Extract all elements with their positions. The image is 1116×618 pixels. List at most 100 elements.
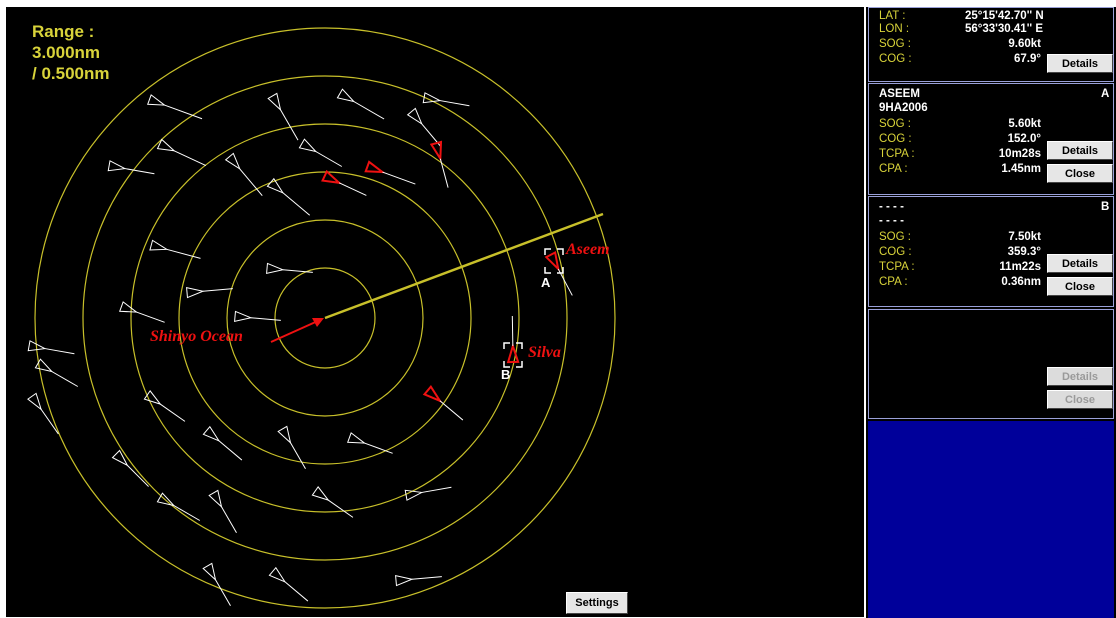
heading-line — [324, 212, 604, 320]
target-b-tcpa-value: 11m22s — [999, 261, 1041, 273]
ais-target-triangle — [347, 432, 367, 444]
target-a-sog-label: SOG : — [879, 118, 911, 130]
target-a-tcpa-label: TCPA : — [879, 148, 915, 160]
ais-target-icon[interactable] — [143, 390, 187, 426]
ais-target-vector — [44, 348, 75, 355]
range-label: Range : — [32, 22, 95, 41]
ais-target-vector — [282, 192, 311, 216]
ais-target-icon[interactable] — [208, 489, 241, 535]
ais-target-icon[interactable] — [119, 301, 167, 327]
target-b-callsign: - - - - — [879, 215, 904, 227]
range-value: 3.000nm — [32, 43, 101, 62]
own-ship-arrowhead — [312, 318, 324, 327]
range-ring-2 — [226, 219, 424, 417]
ais-target-triangle — [268, 566, 287, 583]
ais-target-icon[interactable] — [149, 239, 202, 263]
target-a-callsign: 9HA2006 — [879, 102, 928, 114]
target-a-info: ASEEM A 9HA2006 SOG : 5.60kt COG : 152.0… — [868, 83, 1114, 195]
ais-target-triangle — [506, 342, 520, 364]
ais-target-icon[interactable] — [27, 392, 63, 436]
ais-target-triangle — [34, 358, 54, 373]
target-a-close-button[interactable]: Close — [1047, 164, 1113, 183]
range-ring-1 — [274, 267, 376, 369]
ais-target-triangle — [429, 140, 443, 162]
ais-target-icon[interactable] — [34, 358, 80, 391]
target-a-letter: A — [541, 275, 551, 290]
target-a-name: ASEEM — [879, 88, 920, 100]
sog-label: SOG : — [879, 38, 911, 50]
ais-target-icon[interactable] — [268, 566, 311, 605]
ais-target-icon[interactable] — [156, 138, 208, 171]
empty-target-slot: Details Close — [868, 309, 1114, 419]
ais-target-icon[interactable] — [311, 486, 355, 522]
target-b-name-label: Silva — [528, 344, 561, 361]
ais-target-icon[interactable] — [156, 492, 202, 525]
ais-target-icon[interactable] — [202, 562, 235, 608]
ais-target-icon[interactable] — [544, 250, 576, 297]
ais-target-icon[interactable] — [147, 94, 204, 124]
target-a-cpa-label: CPA : — [879, 163, 908, 175]
empty-close-button: Close — [1047, 390, 1113, 409]
ais-target-vector — [328, 499, 354, 518]
ais-target-icon[interactable] — [267, 92, 302, 142]
ais-target-icon[interactable] — [429, 140, 453, 189]
ais-target-icon[interactable] — [107, 160, 155, 179]
info-side-panel: LAT : 25°15'42.70'' N LON : 56°33'30.41'… — [866, 7, 1116, 618]
ais-target-vector — [173, 150, 207, 167]
ais-target-icon[interactable] — [395, 572, 443, 587]
ais-target-icon[interactable] — [422, 384, 466, 424]
target-a-details-button[interactable]: Details — [1047, 141, 1113, 160]
ais-target-triangle — [143, 390, 162, 406]
ais-target-vector — [282, 269, 313, 273]
ais-target-triangle — [119, 301, 139, 313]
range-rings — [34, 27, 616, 609]
ais-target-icon[interactable] — [298, 138, 344, 171]
own-ship-details-button[interactable]: Details — [1047, 54, 1113, 73]
settings-button[interactable]: Settings — [566, 592, 628, 614]
ais-target-icon[interactable] — [234, 310, 282, 325]
ais-target-vector — [164, 104, 203, 120]
ais-target-icon[interactable] — [347, 432, 395, 458]
ais-target-icon[interactable] — [111, 449, 153, 491]
target-b-close-button[interactable]: Close — [1047, 277, 1113, 296]
target-b-sog-value: 7.50kt — [1008, 231, 1041, 243]
ais-target-icon[interactable] — [266, 177, 312, 219]
ais-target-vector — [202, 288, 233, 292]
ais-target-icon[interactable] — [186, 284, 234, 299]
ais-target-vector — [511, 315, 514, 347]
ais-target-triangle — [156, 138, 176, 152]
ais-target-vector — [218, 440, 243, 461]
ais-target-icon[interactable] — [277, 425, 310, 471]
radar-display[interactable]: Range : 3.000nm / 0.500nm Shinyo Ocean A… — [6, 7, 864, 617]
ais-target-triangle — [234, 310, 253, 323]
ais-target-icon[interactable] — [224, 152, 266, 198]
ais-target-icon[interactable] — [27, 340, 75, 359]
ais-target-icon[interactable] — [336, 88, 386, 123]
ais-target-icon[interactable] — [406, 107, 445, 150]
ais-target-triangle — [149, 239, 169, 251]
ais-target-vector — [239, 168, 263, 197]
range-ring-4 — [130, 123, 520, 513]
ais-target-icon[interactable] — [266, 262, 314, 277]
target-b-name: - - - - — [879, 201, 904, 213]
ais-target-icon[interactable] — [321, 169, 369, 201]
ais-target-icon[interactable] — [404, 482, 452, 501]
target-b-tcpa-label: TCPA : — [879, 261, 915, 273]
ais-target-icon[interactable] — [364, 160, 417, 189]
ais-target-vector — [353, 101, 385, 120]
target-b-cpa-label: CPA : — [879, 276, 908, 288]
ais-target-icon[interactable] — [202, 425, 245, 464]
ais-target-vector — [284, 581, 309, 602]
range-interval: / 0.500nm — [32, 64, 110, 83]
ais-target-triangle — [224, 152, 241, 171]
ais-target-icon[interactable] — [506, 315, 520, 364]
ais-target-triangle — [404, 489, 424, 501]
ais-target-triangle — [406, 107, 423, 126]
cog-label: COG : — [879, 53, 912, 65]
ais-target-triangle — [107, 160, 127, 172]
ais-target-triangle — [111, 449, 129, 467]
ais-target-icon[interactable] — [422, 92, 470, 111]
ais-target-vector — [166, 248, 201, 259]
target-b-details-button[interactable]: Details — [1047, 254, 1113, 273]
radar-canvas[interactable] — [6, 7, 864, 617]
